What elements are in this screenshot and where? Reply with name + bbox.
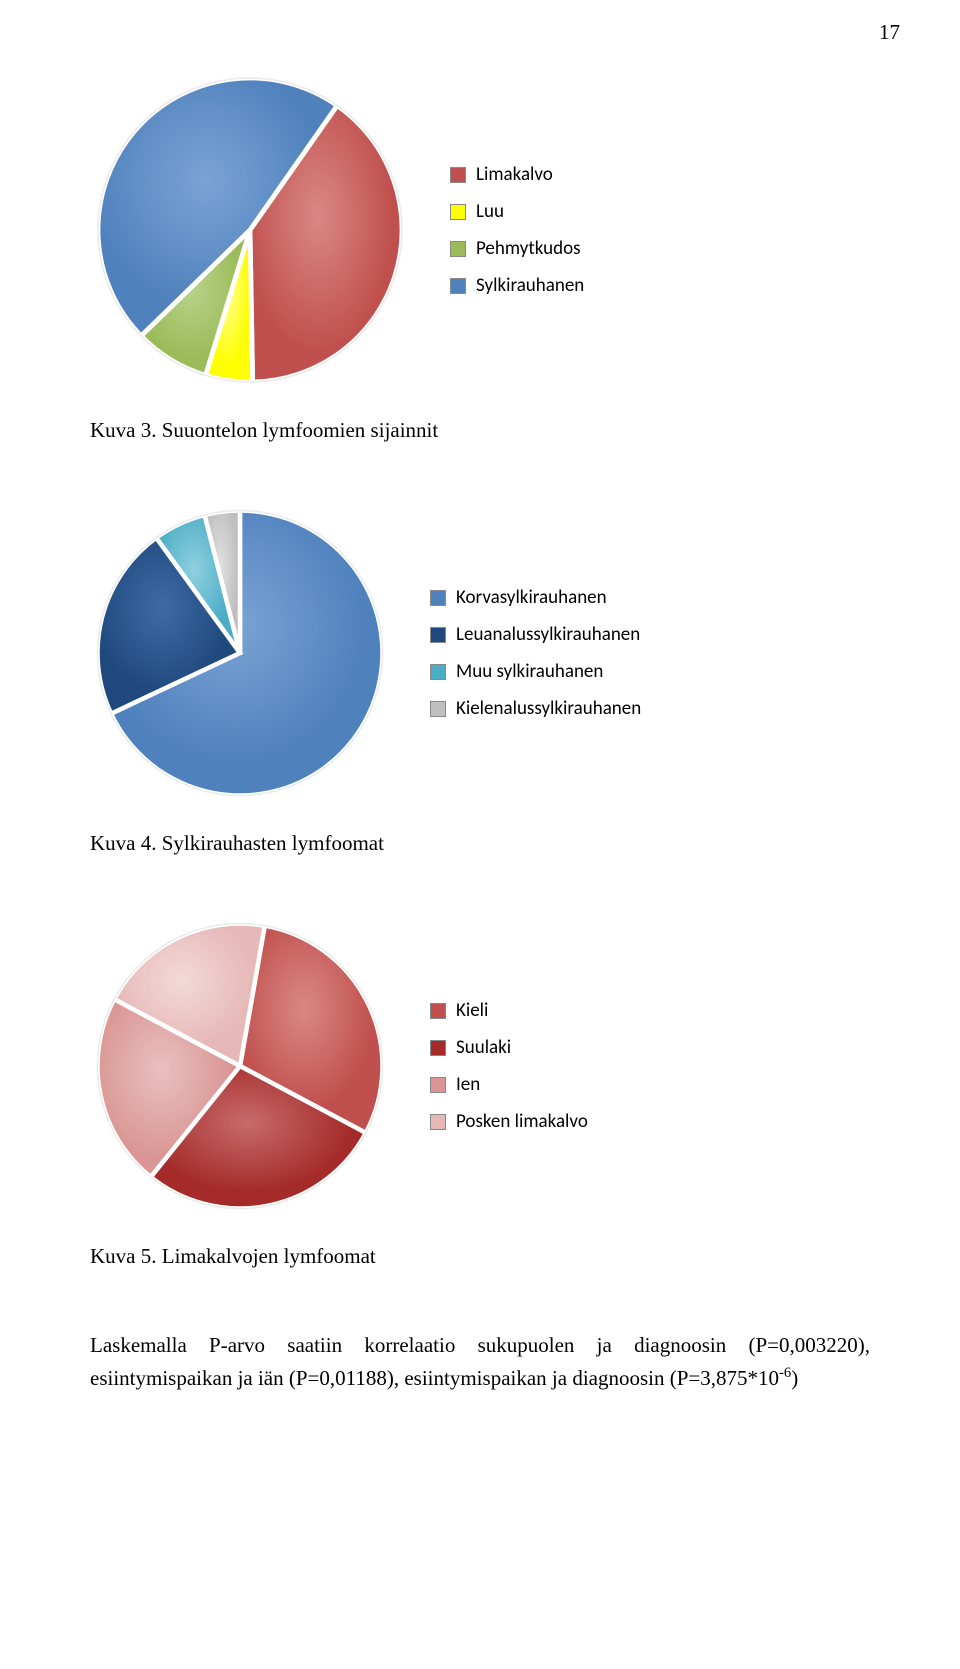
legend-item: Kielenalussylkirauhanen — [430, 697, 641, 720]
body-text-part1: Laskemalla P-arvo saatiin korrelaatio su… — [90, 1333, 870, 1390]
legend-label: Korvasylkirauhanen — [456, 586, 607, 609]
legend-item: Korvasylkirauhanen — [430, 586, 641, 609]
body-text-part2: ) — [791, 1366, 798, 1390]
legend-4: Korvasylkirauhanen Leuanalussylkirauhanen… — [430, 586, 641, 720]
legend-5: Kieli Suulaki Ien Posken limakalvo — [430, 999, 588, 1133]
legend-label: Suulaki — [456, 1036, 511, 1059]
legend-swatch — [430, 1077, 446, 1093]
legend-swatch — [430, 627, 446, 643]
legend-label: Ien — [456, 1073, 480, 1096]
legend-label: Kieli — [456, 999, 488, 1022]
figure-5: Kieli Suulaki Ien Posken limakalvo Kuva 5. … — [90, 916, 870, 1269]
figure-3: Limakalvo Luu Pehmytkudos Sylkirauhanen Kuv… — [90, 70, 870, 443]
pie-svg-5 — [90, 916, 390, 1216]
pie-svg-3 — [90, 70, 410, 390]
legend-swatch — [430, 590, 446, 606]
pie-chart-5 — [90, 916, 390, 1216]
legend-item: Kieli — [430, 999, 588, 1022]
pie-chart-3 — [90, 70, 410, 390]
body-paragraph: Laskemalla P-arvo saatiin korrelaatio su… — [90, 1329, 870, 1394]
legend-swatch — [450, 241, 466, 257]
page: 17 Limakalvo Luu Pehmytkudos Sylkirauhanen … — [0, 0, 960, 1669]
legend-item: Sylkirauhanen — [450, 274, 584, 297]
caption-3: Kuva 3. Suuontelon lymfoomien sijainnit — [90, 418, 870, 443]
legend-3: Limakalvo Luu Pehmytkudos Sylkirauhanen — [450, 163, 584, 297]
legend-label: Muu sylkirauhanen — [456, 660, 603, 683]
legend-item: Ien — [430, 1073, 588, 1096]
legend-swatch — [430, 1040, 446, 1056]
legend-label: Luu — [476, 200, 504, 223]
legend-swatch — [450, 167, 466, 183]
legend-swatch — [450, 278, 466, 294]
legend-label: Leuanalussylkirauhanen — [456, 623, 640, 646]
figure-3-row: Limakalvo Luu Pehmytkudos Sylkirauhanen — [90, 70, 870, 390]
legend-label: Limakalvo — [476, 163, 553, 186]
legend-swatch — [430, 701, 446, 717]
legend-item: Posken limakalvo — [430, 1110, 588, 1133]
figure-4-row: Korvasylkirauhanen Leuanalussylkirauhanen… — [90, 503, 870, 803]
pie-chart-4 — [90, 503, 390, 803]
legend-item: Luu — [450, 200, 584, 223]
legend-swatch — [450, 204, 466, 220]
legend-swatch — [430, 1003, 446, 1019]
legend-label: Pehmytkudos — [476, 237, 581, 260]
legend-item: Leuanalussylkirauhanen — [430, 623, 641, 646]
legend-item: Pehmytkudos — [450, 237, 584, 260]
legend-label: Kielenalussylkirauhanen — [456, 697, 641, 720]
caption-5: Kuva 5. Limakalvojen lymfoomat — [90, 1244, 870, 1269]
caption-4: Kuva 4. Sylkirauhasten lymfoomat — [90, 831, 870, 856]
figure-4: Korvasylkirauhanen Leuanalussylkirauhanen… — [90, 503, 870, 856]
legend-swatch — [430, 664, 446, 680]
legend-label: Sylkirauhanen — [476, 274, 584, 297]
legend-item: Limakalvo — [450, 163, 584, 186]
pie-svg-4 — [90, 503, 390, 803]
legend-item: Suulaki — [430, 1036, 588, 1059]
body-text-sup: -6 — [779, 1365, 791, 1381]
legend-swatch — [430, 1114, 446, 1130]
figure-5-row: Kieli Suulaki Ien Posken limakalvo — [90, 916, 870, 1216]
page-number: 17 — [879, 20, 900, 45]
legend-item: Muu sylkirauhanen — [430, 660, 641, 683]
legend-label: Posken limakalvo — [456, 1110, 588, 1133]
